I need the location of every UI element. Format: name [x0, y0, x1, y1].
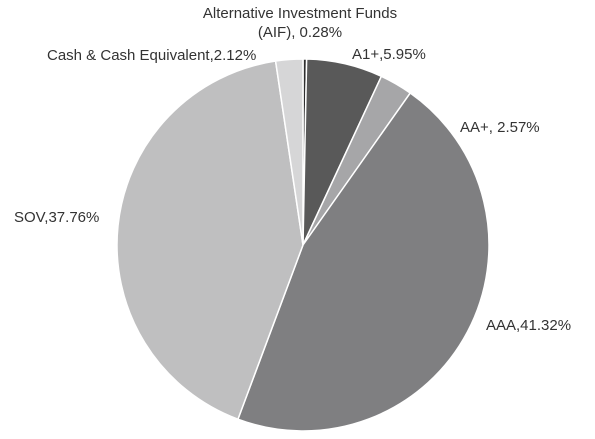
- slice-label: AA+, 2.57%: [460, 119, 540, 136]
- slice-label: Alternative Investment Funds: [203, 5, 397, 22]
- pie-slice: [236, 91, 490, 432]
- pie-slice: [274, 58, 304, 246]
- slice-label: SOV,37.76%: [14, 209, 99, 226]
- slice-label: A1+,5.95%: [352, 46, 426, 63]
- slice-label: (AIF), 0.28%: [258, 24, 342, 41]
- pie-slice: [116, 60, 304, 421]
- slice-label: Cash & Cash Equivalent,2.12%: [47, 47, 256, 64]
- slice-label: AAA,41.32%: [486, 317, 571, 334]
